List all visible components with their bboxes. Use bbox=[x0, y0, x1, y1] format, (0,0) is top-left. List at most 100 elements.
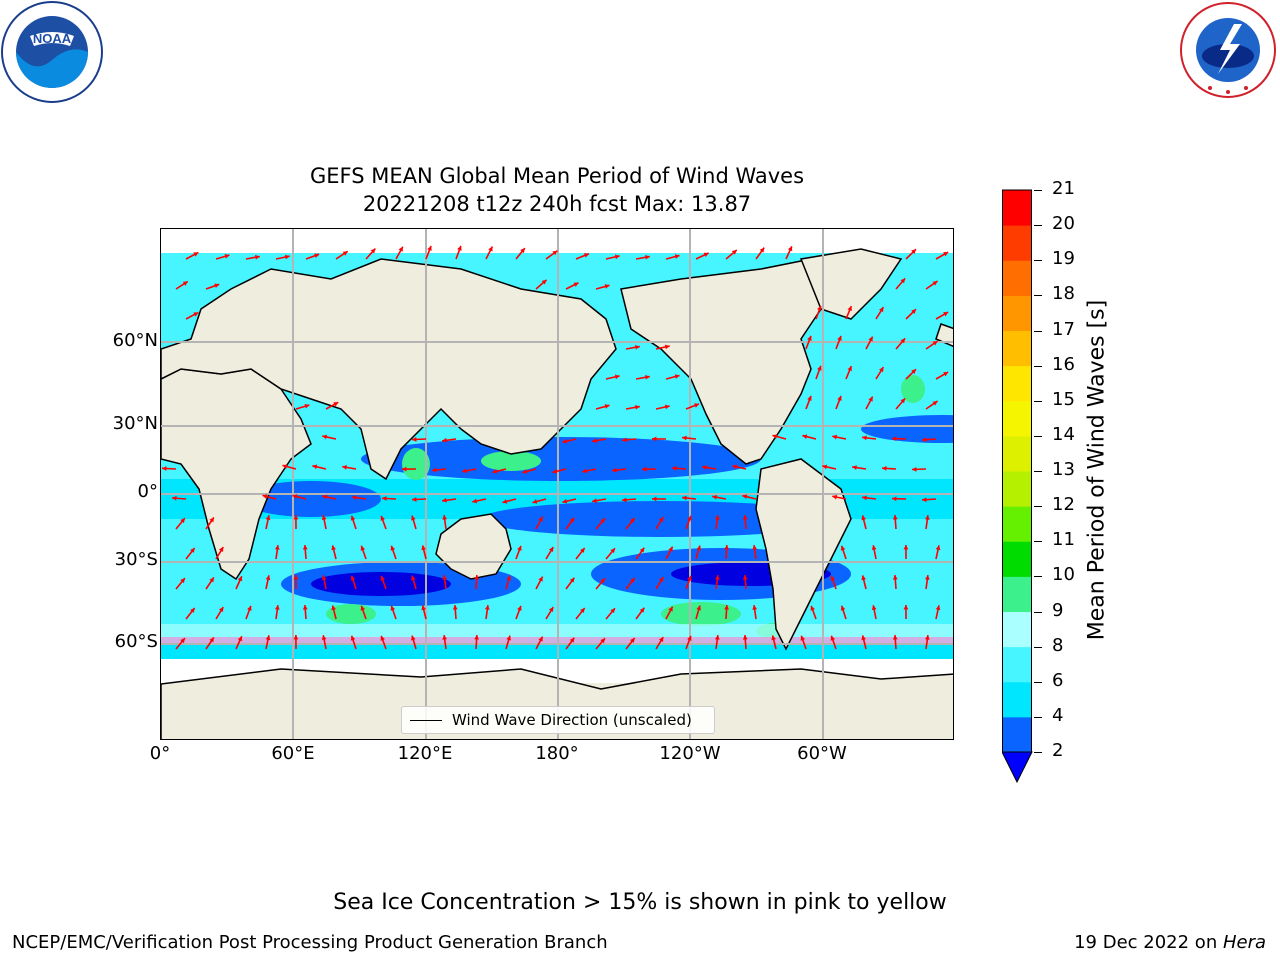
direction-arrowhead bbox=[224, 254, 230, 259]
footer-machine: Hera bbox=[1222, 932, 1266, 953]
colorbar-tick-label: 14 bbox=[1052, 423, 1075, 445]
colorbar-tick-mark bbox=[1034, 681, 1042, 683]
direction-arrowhead bbox=[635, 344, 640, 350]
colorbar-segment bbox=[1002, 716, 1032, 753]
direction-arrowhead bbox=[331, 605, 336, 611]
direction-arrowhead bbox=[488, 246, 493, 252]
colorbar-tick-label: 12 bbox=[1052, 494, 1075, 516]
direction-arrowhead bbox=[390, 545, 396, 551]
direction-arrowhead bbox=[614, 254, 620, 260]
direction-arrowhead bbox=[912, 466, 917, 472]
colorbar-segment bbox=[1002, 365, 1032, 402]
direction-arrowhead bbox=[832, 434, 838, 440]
direction-arrowhead bbox=[322, 434, 328, 440]
direction-arrowhead bbox=[604, 404, 610, 409]
graticule bbox=[161, 229, 953, 739]
direction-arrowhead bbox=[943, 312, 949, 317]
wave-period-map bbox=[161, 229, 953, 739]
direction-arrowhead bbox=[592, 438, 597, 444]
colorbar-label: Mean Period of Wind Waves [s] bbox=[1084, 299, 1110, 641]
direction-arrowhead bbox=[935, 545, 941, 551]
direction-arrowhead bbox=[331, 545, 336, 551]
direction-arrowhead bbox=[214, 283, 220, 289]
direction-arrowhead bbox=[742, 515, 748, 520]
direction-arrowhead bbox=[193, 252, 199, 257]
direction-arrowhead bbox=[837, 335, 842, 341]
map-panel: Wind Wave Direction (unscaled) bbox=[160, 228, 954, 740]
colorbar-segment bbox=[1002, 225, 1032, 261]
direction-arrowhead bbox=[630, 577, 635, 583]
direction-arrowhead bbox=[382, 496, 387, 501]
direction-arrowhead bbox=[321, 515, 327, 521]
direction-arrowhead bbox=[674, 374, 680, 379]
colorbar-tick-mark bbox=[1034, 225, 1042, 227]
direction-arrowhead bbox=[506, 575, 512, 581]
direction-arrowhead bbox=[442, 575, 448, 580]
direction-arrowhead bbox=[817, 365, 822, 371]
land-britain bbox=[935, 323, 953, 347]
colorbar-border bbox=[1002, 189, 1032, 753]
direction-arrowhead bbox=[635, 404, 640, 410]
direction-arrowhead bbox=[682, 435, 687, 441]
direction-arrowhead bbox=[442, 437, 447, 443]
direction-arrowhead bbox=[360, 605, 366, 611]
colorbar-tick-label: 2 bbox=[1052, 740, 1064, 761]
direction-arrowhead bbox=[474, 635, 480, 640]
nws-logo bbox=[1180, 2, 1276, 98]
lon-label-60w: 60°W bbox=[797, 743, 847, 764]
direction-arrowhead bbox=[658, 577, 664, 583]
direction-arrowhead bbox=[882, 466, 887, 471]
colorbar-tick-mark bbox=[1034, 471, 1042, 472]
direction-arrowhead bbox=[687, 575, 692, 581]
direction-arrowhead bbox=[714, 575, 720, 580]
direction-arrowhead bbox=[432, 467, 437, 473]
direction-arrowhead bbox=[302, 605, 308, 610]
direction-arrowhead bbox=[162, 466, 167, 471]
direction-arrowhead bbox=[209, 637, 214, 643]
direction-arrowhead bbox=[892, 496, 897, 502]
direction-arrowhead bbox=[218, 547, 224, 553]
direction-arrowhead bbox=[548, 607, 554, 613]
direction-arrowhead bbox=[180, 578, 185, 584]
direction-arrowhead bbox=[742, 635, 748, 640]
direction-arrowhead bbox=[771, 635, 776, 641]
direction-arrowhead bbox=[911, 309, 916, 314]
direction-arrowhead bbox=[412, 497, 417, 502]
direction-arrowhead bbox=[492, 468, 498, 474]
direction-arrowhead bbox=[868, 396, 873, 402]
direction-arrowhead bbox=[861, 515, 867, 521]
colorbar-segment bbox=[1002, 471, 1032, 507]
direction-arrowhead bbox=[731, 250, 737, 255]
direction-arrowhead bbox=[541, 279, 547, 285]
direction-arrowhead bbox=[807, 335, 812, 341]
direction-arrowhead bbox=[832, 494, 838, 500]
direction-arrowhead bbox=[911, 249, 916, 254]
direction-arrowhead bbox=[322, 494, 328, 500]
direction-arrowhead bbox=[712, 494, 717, 500]
direction-arrowhead bbox=[922, 497, 927, 503]
direction-arrowhead bbox=[411, 635, 416, 641]
direction-arrowhead bbox=[538, 516, 543, 522]
colorbar-tick-label: 8 bbox=[1052, 634, 1064, 656]
direction-arrowhead bbox=[800, 635, 806, 641]
direction-arrowhead bbox=[442, 515, 448, 520]
direction-arrowhead bbox=[262, 494, 268, 499]
colorbar-segment bbox=[1002, 295, 1032, 331]
colorbar bbox=[1002, 189, 1033, 784]
direction-arrowhead bbox=[847, 366, 852, 372]
direction-arrowhead bbox=[742, 575, 748, 580]
direction-arrowhead bbox=[610, 548, 615, 554]
direction-arrowhead bbox=[879, 367, 884, 373]
direction-arrowhead bbox=[861, 575, 867, 581]
footer-date-text: 19 Dec 2022 on bbox=[1074, 932, 1223, 953]
direction-arrowhead bbox=[182, 281, 188, 286]
colorbar-tick-mark bbox=[1034, 752, 1042, 753]
direction-arrowhead bbox=[427, 245, 432, 251]
direction-arrowhead bbox=[802, 434, 808, 439]
colorbar-segment bbox=[1002, 190, 1032, 226]
direction-arrowhead bbox=[474, 575, 480, 580]
direction-arrowhead bbox=[852, 465, 857, 470]
direction-arrowhead bbox=[569, 577, 575, 583]
direction-arrowhead bbox=[668, 606, 673, 612]
direction-arrowhead bbox=[583, 253, 589, 258]
